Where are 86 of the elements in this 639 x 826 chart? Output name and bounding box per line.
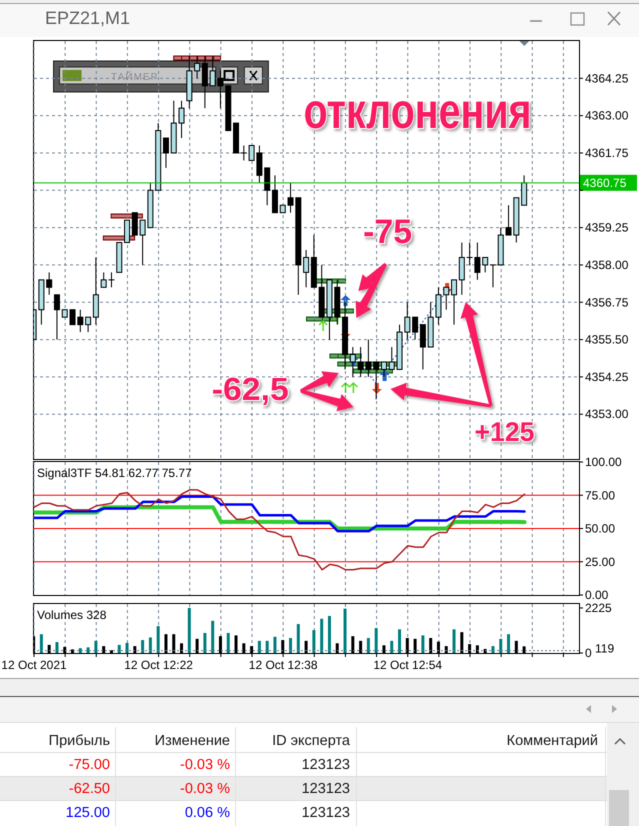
y-tick-label: 4358.00 [585, 258, 629, 272]
bar [211, 620, 214, 653]
x-tick-label: 12 Oct 12:22 [124, 658, 194, 672]
candlestick [435, 286, 442, 326]
y-tick-label: 25.00 [585, 554, 616, 569]
bar [55, 642, 58, 653]
text: 125.00 [64, 805, 110, 822]
text: 123123 [302, 781, 350, 797]
chart-title: Volumes 328 [37, 608, 106, 622]
chart-title: EPZ21,M1 [45, 8, 130, 28]
y-tick-label: 0 [585, 646, 592, 660]
candlestick [54, 294, 60, 340]
bar [94, 640, 98, 653]
annotation: +125 [474, 417, 536, 447]
y-tick-label: 0.00 [585, 588, 609, 602]
y-tick-label: 100.00 [585, 455, 622, 469]
annotation: -75 [363, 213, 412, 251]
bar [366, 638, 370, 653]
line-series [34, 505, 526, 530]
y-tick-label: 4355.50 [585, 332, 629, 347]
candlestick [92, 256, 99, 326]
x-tick-label: 12 Oct 2021 [1, 658, 68, 672]
x-tick-label: 12 Oct 12:38 [248, 658, 318, 672]
text: 123123 [302, 805, 350, 821]
line-series [34, 495, 526, 532]
bar [507, 634, 510, 653]
y-tick-label: 4353.00 [585, 407, 629, 422]
bar [118, 644, 121, 653]
line-series [34, 489, 526, 570]
text: -0.03 % [180, 781, 230, 797]
bar [226, 632, 230, 653]
y-tick-label: 4359.25 [585, 220, 629, 235]
annotation: -62,5 [212, 371, 289, 407]
candlestick [108, 272, 115, 288]
x-tick-label: 12 Oct 12:54 [373, 658, 442, 672]
text: 123123 [302, 757, 350, 773]
bar [421, 635, 424, 653]
bar [398, 629, 402, 653]
category-label: ID эксперта [272, 733, 350, 749]
bar [273, 636, 276, 653]
bar [390, 640, 394, 653]
text: -75.00 [68, 757, 110, 774]
y-tick-label: 4363.00 [585, 108, 629, 123]
chart-title: Signal3TF 54.81 62.77 75.77 [37, 466, 192, 480]
bar [289, 638, 292, 653]
bar [258, 640, 261, 653]
y-tick-label: 4364.25 [585, 71, 629, 86]
y-tick-label: 50.00 [585, 522, 616, 536]
candlestick [162, 138, 169, 168]
bar [188, 608, 191, 653]
category-label: Изменение [154, 733, 230, 749]
ref-line-label: 119 [595, 642, 614, 656]
candlestick [217, 70, 224, 109]
candlestick [272, 174, 278, 214]
y-tick-label: 4361.75 [585, 146, 629, 160]
y-tick-label: 4356.75 [585, 295, 629, 310]
bar [126, 642, 129, 653]
candlestick [100, 272, 107, 288]
bar [312, 630, 316, 653]
bar [78, 648, 82, 653]
bar [491, 646, 494, 653]
bar [148, 637, 152, 653]
bar [374, 628, 378, 653]
text: 0.06 % [184, 805, 230, 821]
bar [203, 632, 206, 653]
bar [344, 608, 347, 653]
candlestick [489, 264, 496, 288]
ref-line-label: 4360.75 [583, 176, 627, 190]
bar [452, 629, 456, 653]
bar [296, 624, 300, 653]
text: -0.03 % [180, 757, 230, 773]
annotation: ТАЙМЕР [110, 70, 158, 83]
bar [328, 616, 331, 653]
bar [320, 618, 324, 653]
category-label: Прибыль [48, 733, 110, 750]
bar [156, 626, 160, 653]
bar [499, 638, 502, 653]
bar [40, 634, 43, 653]
y-tick-label: 4354.25 [585, 370, 629, 384]
y-tick-label: 2225 [585, 600, 612, 615]
bar [266, 640, 269, 653]
bar [141, 640, 144, 653]
bar [86, 647, 90, 653]
text: -62.50 [68, 781, 110, 798]
y-tick-label: 75.00 [585, 488, 616, 502]
category-label: Комментарий [506, 733, 598, 750]
